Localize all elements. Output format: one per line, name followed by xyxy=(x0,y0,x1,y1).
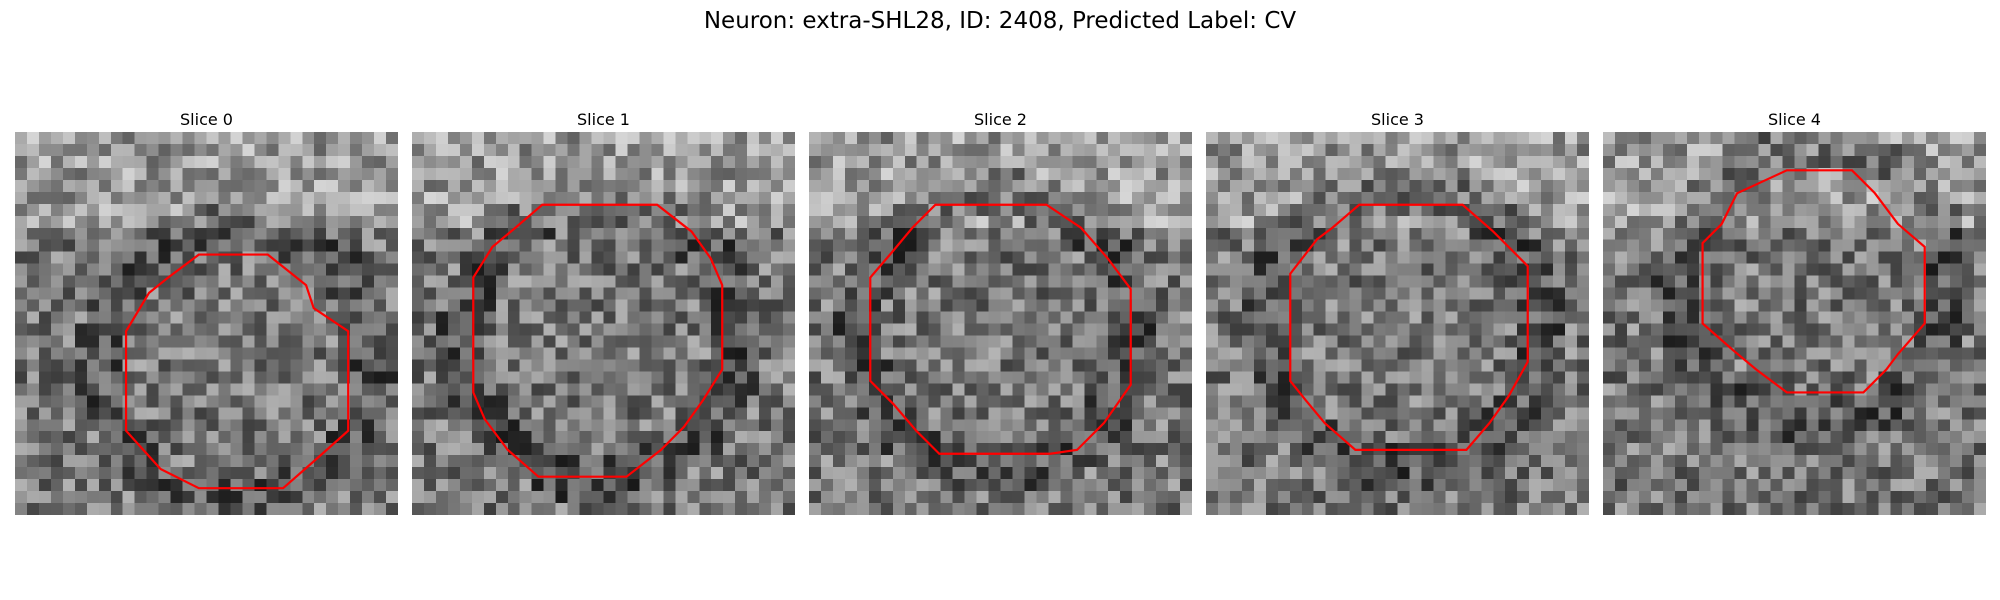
slice-image xyxy=(1206,132,1589,515)
slice-title: Slice 3 xyxy=(1371,110,1424,129)
slice-panel-3: Slice 3 xyxy=(1206,108,1589,515)
contour-outline xyxy=(1206,132,1589,515)
contour-outline xyxy=(412,132,795,515)
slice-title: Slice 0 xyxy=(180,110,233,129)
slice-panel-2: Slice 2 xyxy=(809,108,1192,515)
contour-outline xyxy=(1603,132,1986,515)
slice-panel-1: Slice 1 xyxy=(412,108,795,515)
slice-image xyxy=(1603,132,1986,515)
contour-outline xyxy=(15,132,398,515)
slice-title: Slice 2 xyxy=(974,110,1027,129)
slice-image xyxy=(809,132,1192,515)
slice-image xyxy=(412,132,795,515)
slice-image xyxy=(15,132,398,515)
slice-title: Slice 1 xyxy=(577,110,630,129)
slice-title: Slice 4 xyxy=(1768,110,1821,129)
figure-title: Neuron: extra-SHL28, ID: 2408, Predicted… xyxy=(703,8,1297,34)
slice-panel-0: Slice 0 xyxy=(15,108,398,515)
contour-outline xyxy=(809,132,1192,515)
slice-panel-4: Slice 4 xyxy=(1603,108,1986,515)
